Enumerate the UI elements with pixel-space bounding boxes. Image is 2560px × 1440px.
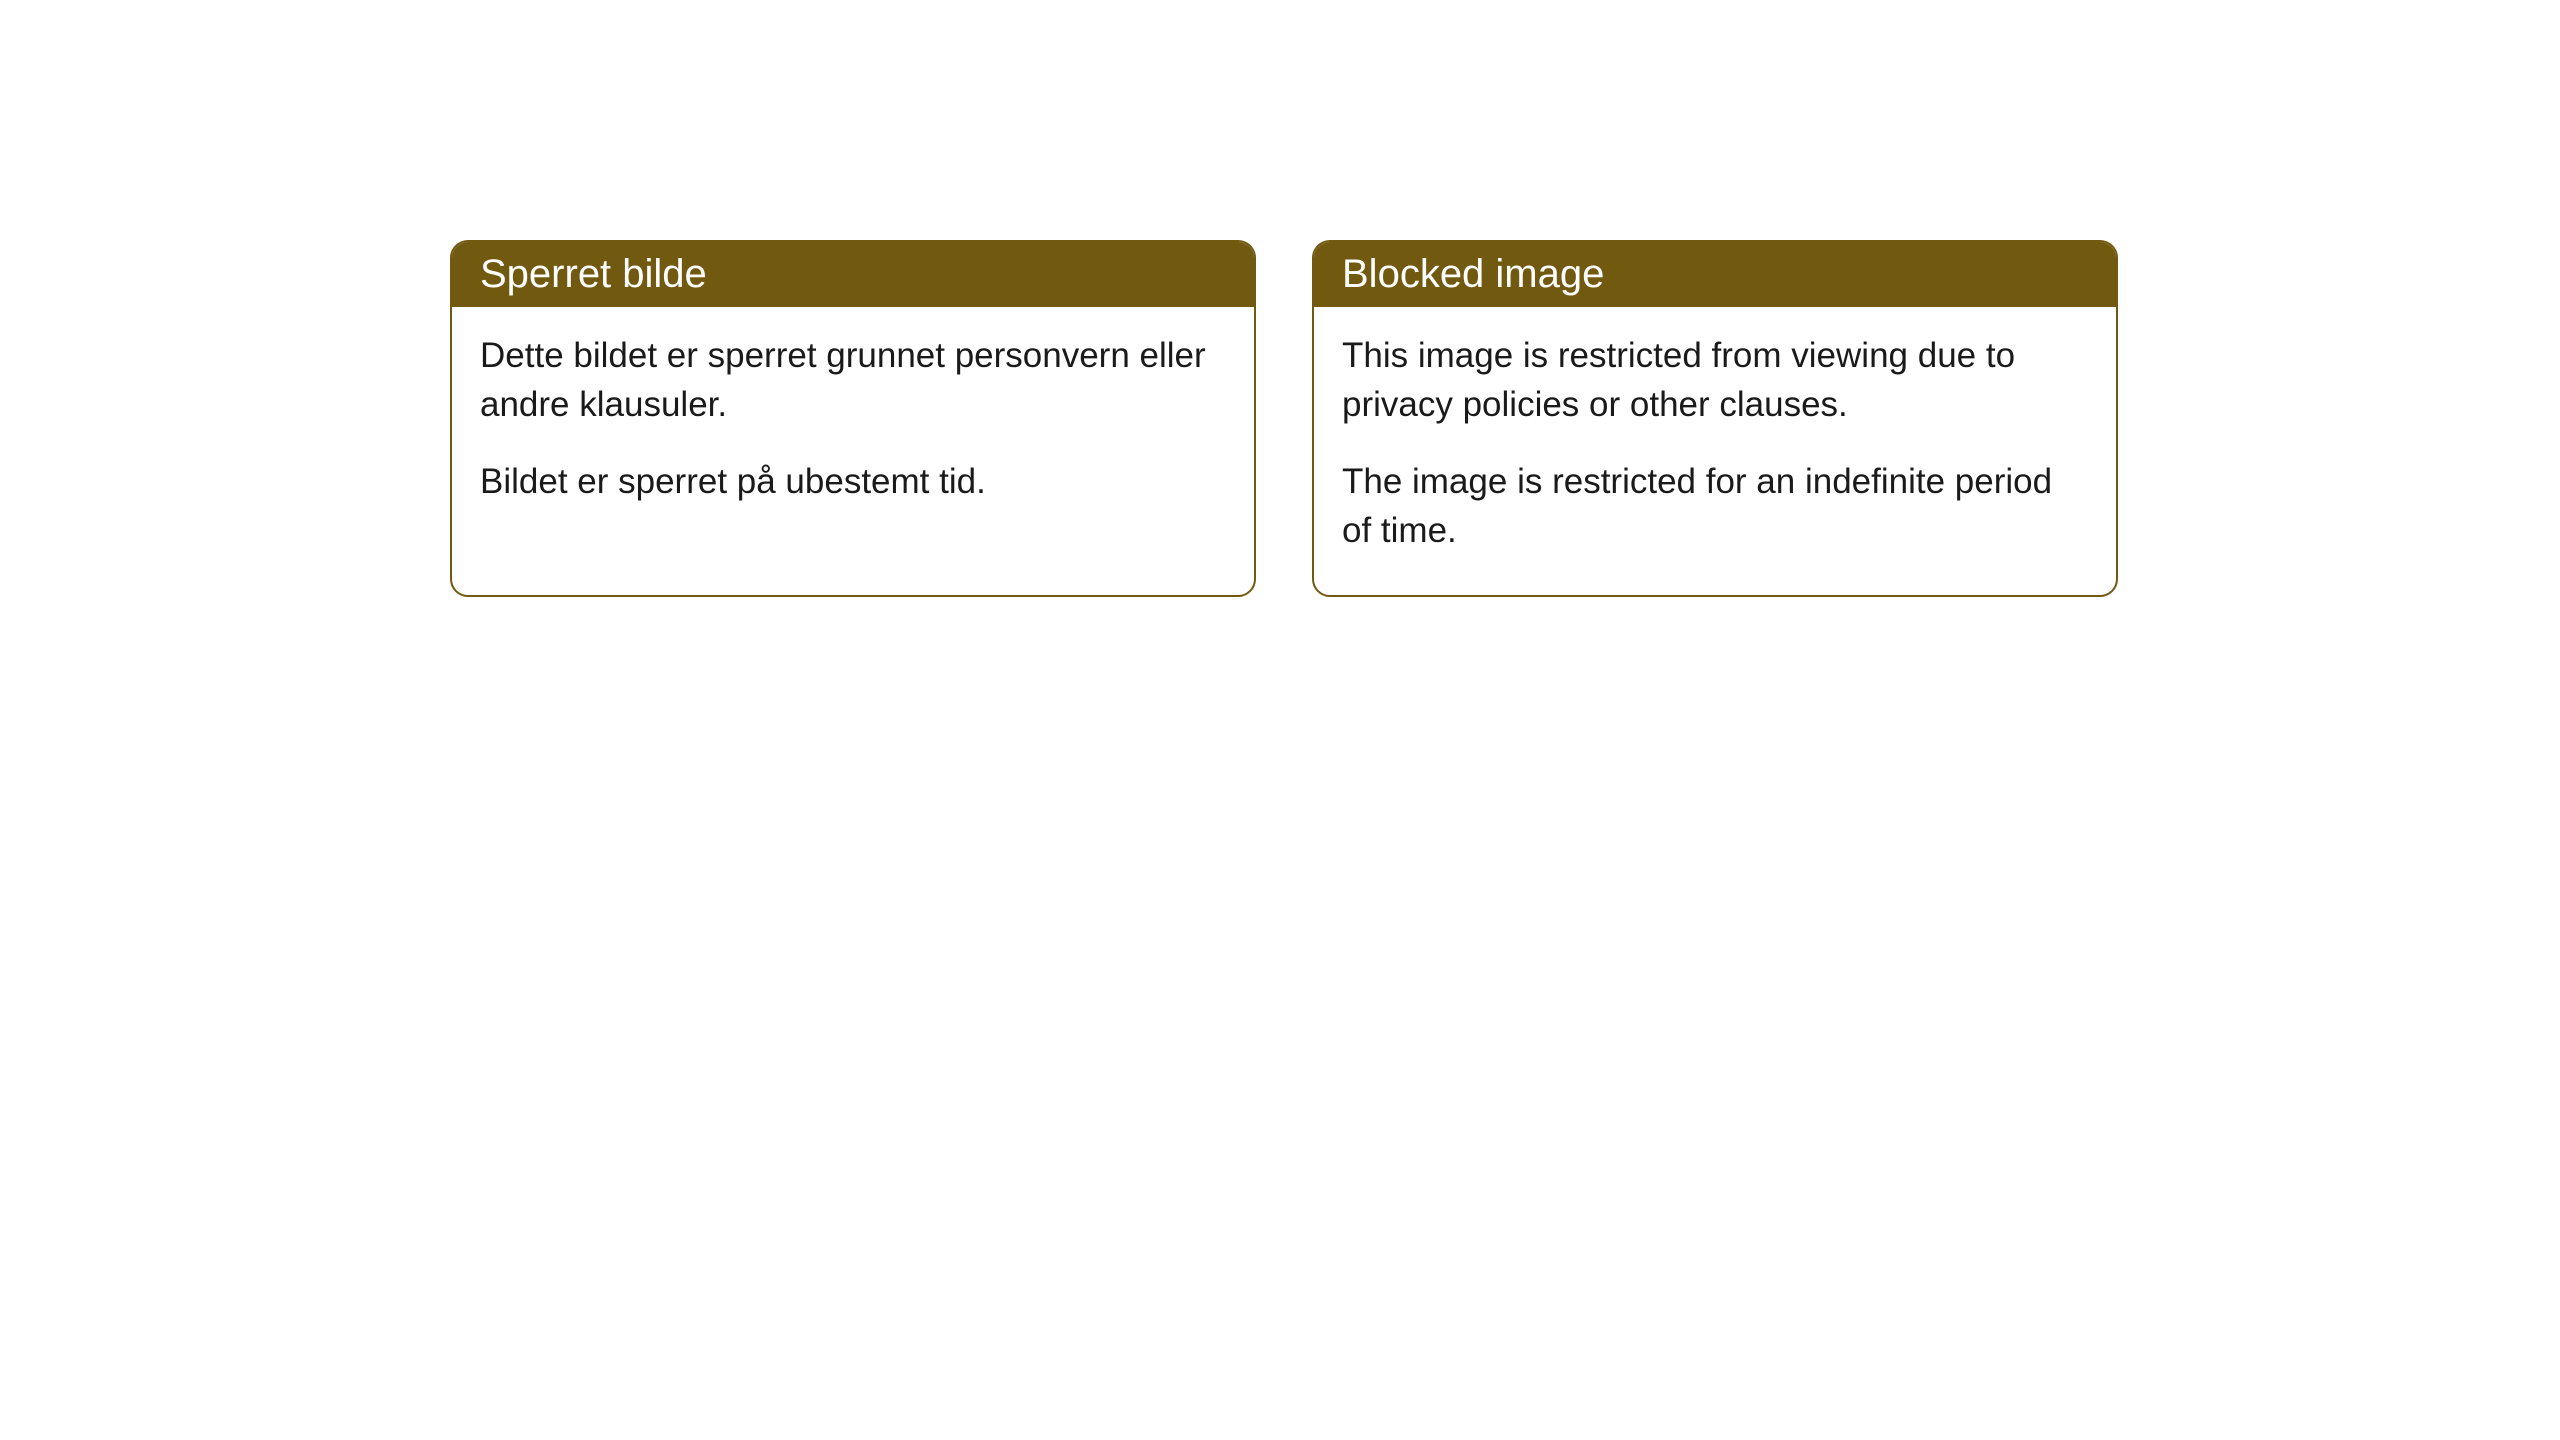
- card-header-english: Blocked image: [1314, 242, 2116, 307]
- notice-card-norwegian: Sperret bilde Dette bildet er sperret gr…: [450, 240, 1256, 597]
- card-paragraph-2-english: The image is restricted for an indefinit…: [1342, 457, 2088, 555]
- card-paragraph-2-norwegian: Bildet er sperret på ubestemt tid.: [480, 457, 1226, 506]
- card-header-norwegian: Sperret bilde: [452, 242, 1254, 307]
- notice-card-english: Blocked image This image is restricted f…: [1312, 240, 2118, 597]
- card-body-english: This image is restricted from viewing du…: [1314, 307, 2116, 595]
- card-body-norwegian: Dette bildet er sperret grunnet personve…: [452, 307, 1254, 546]
- card-paragraph-1-norwegian: Dette bildet er sperret grunnet personve…: [480, 331, 1226, 429]
- card-paragraph-1-english: This image is restricted from viewing du…: [1342, 331, 2088, 429]
- card-title-english: Blocked image: [1342, 252, 1604, 296]
- card-title-norwegian: Sperret bilde: [480, 252, 707, 296]
- notice-cards-container: Sperret bilde Dette bildet er sperret gr…: [450, 240, 2560, 597]
